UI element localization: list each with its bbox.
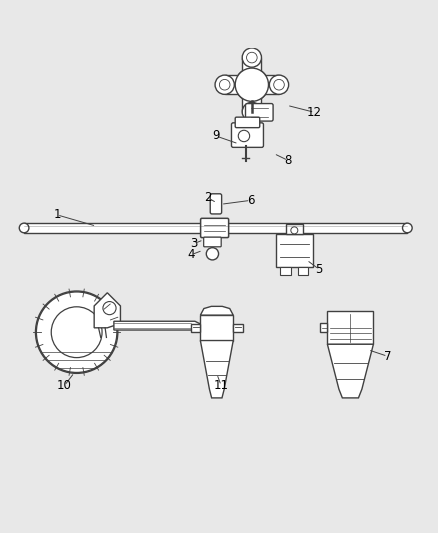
FancyBboxPatch shape (231, 123, 263, 147)
Polygon shape (276, 234, 313, 266)
Circle shape (274, 79, 284, 90)
FancyBboxPatch shape (210, 194, 222, 214)
FancyBboxPatch shape (201, 219, 229, 238)
FancyBboxPatch shape (235, 117, 260, 128)
Circle shape (291, 227, 298, 234)
Polygon shape (191, 324, 201, 332)
Text: 9: 9 (212, 130, 220, 142)
Text: 6: 6 (247, 194, 254, 207)
Text: 3: 3 (190, 237, 197, 250)
Polygon shape (328, 344, 373, 398)
Circle shape (238, 130, 250, 142)
Text: 2: 2 (204, 191, 212, 204)
Polygon shape (280, 266, 291, 274)
Circle shape (247, 52, 257, 63)
Circle shape (235, 68, 268, 101)
Circle shape (235, 68, 268, 101)
Polygon shape (320, 324, 328, 332)
Polygon shape (201, 306, 233, 315)
Circle shape (219, 79, 230, 90)
FancyBboxPatch shape (245, 103, 273, 121)
Circle shape (36, 292, 117, 373)
Polygon shape (328, 311, 373, 344)
Circle shape (51, 307, 102, 358)
Polygon shape (24, 223, 407, 233)
Circle shape (206, 248, 219, 260)
Circle shape (247, 107, 257, 117)
Text: 8: 8 (285, 154, 292, 167)
Polygon shape (225, 75, 252, 94)
Text: 5: 5 (315, 263, 322, 276)
Polygon shape (94, 293, 120, 328)
Polygon shape (114, 321, 204, 330)
Circle shape (215, 75, 234, 94)
Circle shape (103, 302, 116, 314)
Circle shape (19, 223, 29, 233)
Polygon shape (233, 324, 243, 332)
Text: 7: 7 (384, 350, 392, 363)
Polygon shape (242, 85, 261, 112)
Circle shape (242, 102, 261, 122)
Circle shape (242, 48, 261, 67)
Polygon shape (252, 75, 279, 94)
Polygon shape (286, 224, 303, 234)
Circle shape (269, 75, 289, 94)
Text: 1: 1 (53, 208, 61, 221)
Polygon shape (201, 341, 233, 398)
FancyBboxPatch shape (204, 237, 221, 247)
Text: 11: 11 (214, 379, 229, 392)
Text: 12: 12 (307, 106, 322, 119)
Text: 4: 4 (187, 248, 195, 261)
Text: 10: 10 (57, 379, 72, 392)
Circle shape (403, 223, 412, 233)
Polygon shape (201, 315, 233, 341)
Polygon shape (298, 266, 308, 274)
Polygon shape (242, 58, 261, 85)
